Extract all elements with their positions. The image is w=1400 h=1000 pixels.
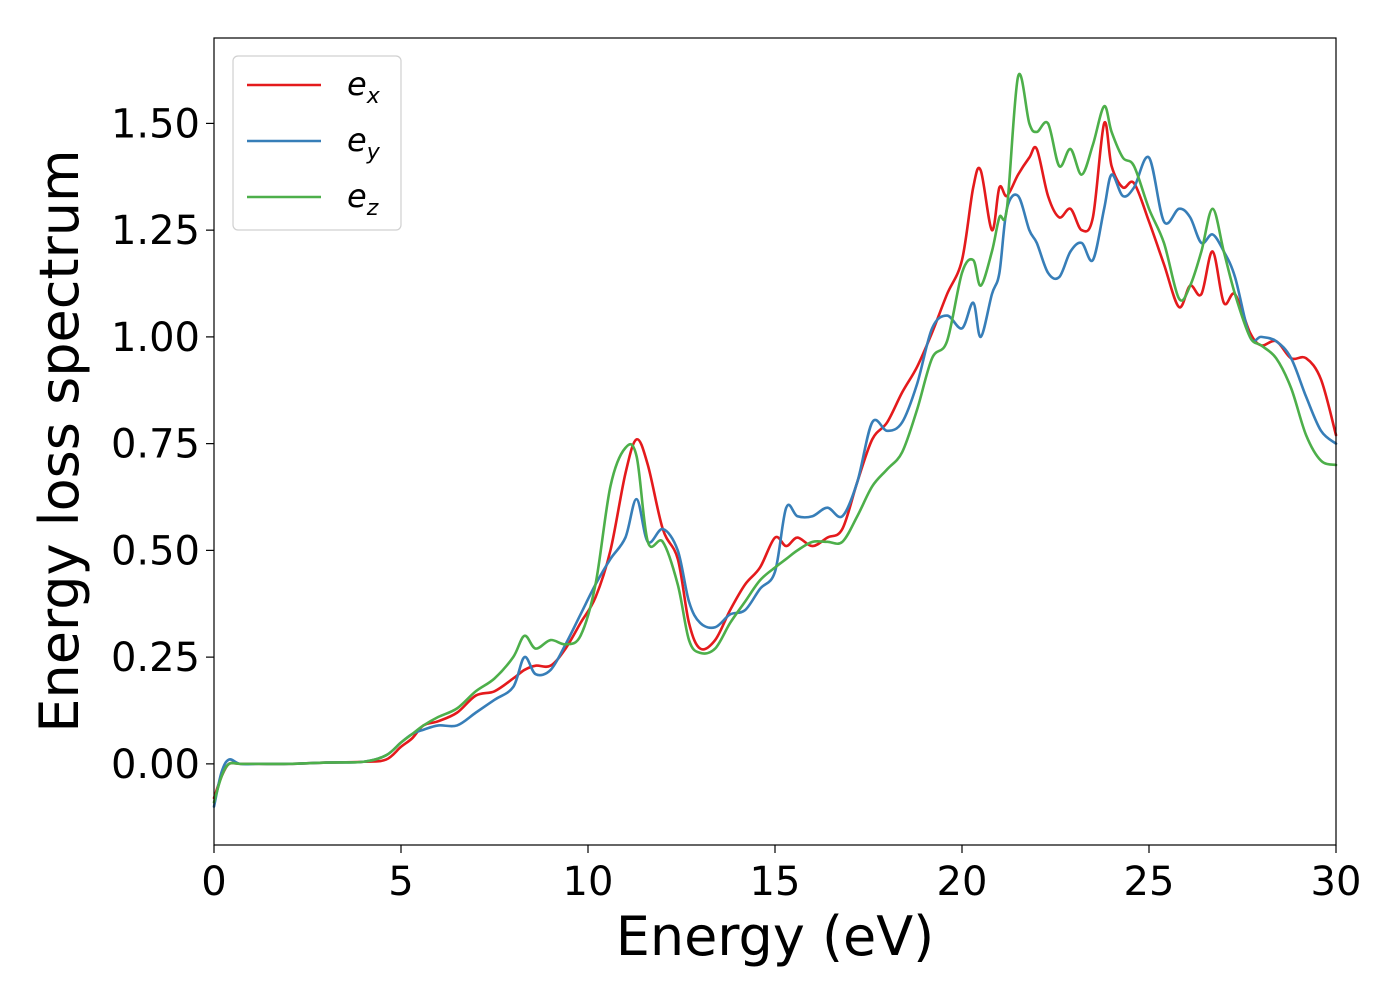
x-axis-ticks: 0 5 10 15 20 25 30 — [201, 845, 1361, 905]
x-axis-label: Energy (eV) — [616, 905, 935, 968]
x-tick-label: 20 — [937, 859, 988, 905]
x-tick-label: 10 — [563, 859, 614, 905]
legend-items: ex ey ez — [247, 65, 381, 221]
legend-label-z: ez — [347, 177, 379, 221]
y-tick-label: 0.50 — [111, 528, 200, 574]
series-line-z — [212, 72, 1338, 804]
legend-label-y: ey — [347, 121, 381, 165]
x-tick-label: 25 — [1124, 859, 1175, 905]
legend: ex ey ez — [232, 55, 402, 231]
x-tick-label: 30 — [1311, 859, 1362, 905]
y-tick-label: 0.00 — [111, 742, 200, 788]
legend-box — [232, 55, 402, 231]
y-tick-label: 0.75 — [111, 422, 200, 468]
y-tick-label: 1.25 — [111, 208, 200, 254]
x-tick-label: 5 — [388, 859, 413, 905]
y-tick-label: 1.50 — [111, 101, 200, 147]
x-tick-label: 0 — [201, 859, 226, 905]
x-tick-label: 15 — [750, 859, 801, 905]
y-tick-label: 1.00 — [111, 315, 200, 361]
series-layer — [212, 72, 1338, 808]
y-axis-ticks: 0.00 0.25 0.50 0.75 1.00 1.25 1.50 — [111, 101, 214, 788]
y-axis-label: Energy loss spectrum — [28, 149, 91, 732]
series-line-y — [212, 155, 1338, 808]
series-line-x — [212, 121, 1338, 800]
y-tick-label: 0.25 — [111, 635, 200, 681]
legend-label-x: ex — [347, 65, 381, 109]
